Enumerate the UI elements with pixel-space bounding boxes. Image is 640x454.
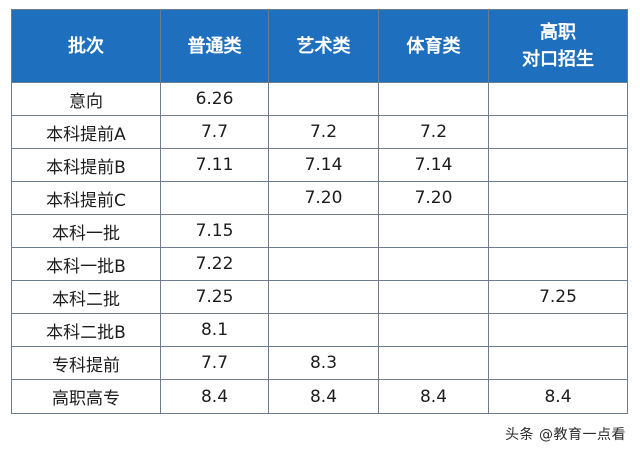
cell-vocational: [488, 247, 628, 281]
cell-vocational: 7.25: [488, 280, 628, 314]
table-row: 本科提前B 7.11 7.14 7.14: [11, 148, 628, 182]
table-row: 本科二批B 8.1: [11, 313, 628, 347]
cell-sports: [378, 247, 489, 281]
cell-batch: 本科提前C: [11, 181, 161, 215]
table-row: 本科二批 7.25 7.25: [11, 280, 628, 314]
table-row: 本科一批B 7.22: [11, 247, 628, 281]
header-sports: 体育类: [378, 9, 489, 83]
table-row: 专科提前 7.7 8.3: [11, 346, 628, 380]
cell-art: [268, 313, 379, 347]
cell-art: [268, 214, 379, 248]
cell-sports: [378, 280, 489, 314]
cell-general: 7.7: [160, 115, 269, 149]
cell-sports: [378, 313, 489, 347]
header-vocational: 高职 对口招生: [488, 9, 628, 83]
watermark: 头条 @教育一点看: [505, 427, 626, 443]
table-row: 高职高专 8.4 8.4 8.4 8.4: [11, 379, 628, 414]
cell-vocational: [488, 82, 628, 116]
table-body: 意向 6.26 本科提前A 7.7 7.2 7.2 本科提前B 7.11 7.14 7.14 本科提…: [11, 82, 628, 414]
cell-vocational: [488, 181, 628, 215]
cell-art: 8.4: [268, 379, 379, 414]
header-art: 艺术类: [268, 9, 379, 83]
cell-sports: [378, 214, 489, 248]
table-header: 批次 普通类 艺术类 体育类 高职 对口招生: [11, 9, 628, 83]
cell-sports: [378, 82, 489, 116]
schedule-table: 批次 普通类 艺术类 体育类 高职 对口招生 意向 6.26 本科提前A 7.7 7.2…: [11, 9, 628, 414]
cell-batch: 本科一批B: [11, 247, 161, 281]
cell-vocational: 8.4: [488, 379, 628, 414]
table-row: 意向 6.26: [11, 82, 628, 116]
cell-general: 8.4: [160, 379, 269, 414]
cell-general: 7.7: [160, 346, 269, 380]
cell-art: 7.14: [268, 148, 379, 182]
cell-art: [268, 280, 379, 314]
cell-art: 7.2: [268, 115, 379, 149]
table-row: 本科提前C 7.20 7.20: [11, 181, 628, 215]
table-row: 本科提前A 7.7 7.2 7.2: [11, 115, 628, 149]
cell-sports: 7.14: [378, 148, 489, 182]
cell-art: [268, 247, 379, 281]
cell-sports: 7.2: [378, 115, 489, 149]
table-row: 本科一批 7.15: [11, 214, 628, 248]
header-batch: 批次: [11, 9, 161, 83]
cell-general: 7.11: [160, 148, 269, 182]
cell-batch: 本科提前B: [11, 148, 161, 182]
cell-batch: 本科二批B: [11, 313, 161, 347]
cell-batch: 本科提前A: [11, 115, 161, 149]
header-general: 普通类: [160, 9, 269, 83]
cell-art: [268, 82, 379, 116]
cell-general: [160, 181, 269, 215]
cell-art: 8.3: [268, 346, 379, 380]
cell-batch: 本科二批: [11, 280, 161, 314]
cell-batch: 意向: [11, 82, 161, 116]
cell-art: 7.20: [268, 181, 379, 215]
cell-batch: 本科一批: [11, 214, 161, 248]
cell-vocational: [488, 313, 628, 347]
cell-vocational: [488, 346, 628, 380]
cell-sports: 7.20: [378, 181, 489, 215]
cell-sports: [378, 346, 489, 380]
cell-batch: 专科提前: [11, 346, 161, 380]
cell-general: 7.22: [160, 247, 269, 281]
cell-general: 6.26: [160, 82, 269, 116]
cell-vocational: [488, 115, 628, 149]
cell-vocational: [488, 214, 628, 248]
cell-general: 7.15: [160, 214, 269, 248]
header-row: 批次 普通类 艺术类 体育类 高职 对口招生: [11, 9, 628, 83]
cell-general: 8.1: [160, 313, 269, 347]
cell-vocational: [488, 148, 628, 182]
cell-sports: 8.4: [378, 379, 489, 414]
cell-batch: 高职高专: [11, 379, 161, 414]
cell-general: 7.25: [160, 280, 269, 314]
